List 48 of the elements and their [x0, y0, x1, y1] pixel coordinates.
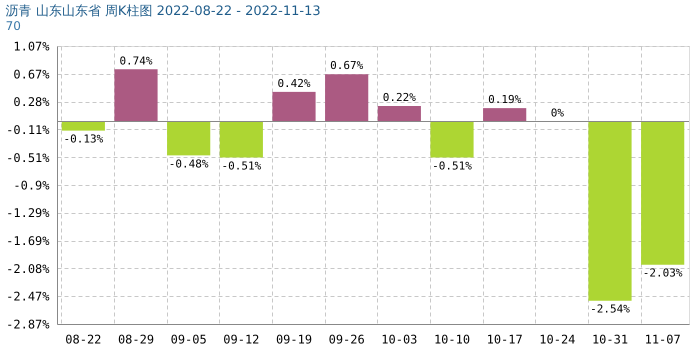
data-label: 0.67% — [330, 59, 364, 72]
x-tick-label: 10-31 — [592, 332, 628, 346]
y-tick-label: -2.08% — [6, 262, 50, 276]
x-tick-label: 09-19 — [276, 332, 312, 346]
data-label: -0.51% — [221, 159, 262, 172]
y-tick-label: -2.87% — [6, 318, 50, 332]
bar — [272, 92, 316, 122]
x-tick-label: 10-10 — [434, 332, 470, 346]
chart-subtitle: 70 — [6, 19, 21, 33]
data-label: -0.48% — [168, 157, 209, 170]
bar — [325, 74, 368, 122]
y-tick-label: -0.9% — [13, 178, 50, 192]
bar — [430, 121, 474, 158]
chart-title: 沥青 山东山东省 周K柱图 2022-08-22 - 2022-11-13 — [6, 4, 321, 19]
bar — [483, 108, 526, 122]
data-label: 0.42% — [277, 76, 311, 90]
data-label: -2.03% — [642, 266, 683, 280]
data-label: -0.13% — [63, 132, 104, 146]
bar — [641, 121, 684, 265]
y-tick-label: 1.07% — [13, 40, 50, 54]
x-tick-label: 09-05 — [170, 332, 207, 346]
x-tick-label: 11-07 — [644, 332, 681, 346]
y-tick-label: -2.47% — [6, 289, 50, 304]
bar — [167, 121, 210, 156]
x-tick-label: 09-26 — [328, 332, 365, 346]
data-label: 0.22% — [382, 90, 416, 104]
y-tick-label: -0.11% — [6, 122, 50, 137]
y-tick-label: -1.29% — [6, 206, 50, 220]
y-tick-label: -1.69% — [6, 234, 50, 248]
x-tick-label: 08-29 — [118, 332, 154, 346]
data-label: -0.51% — [432, 159, 472, 172]
y-tick-label: -0.51% — [6, 150, 50, 165]
bar — [220, 121, 263, 158]
x-tick-label: 10-24 — [539, 332, 576, 346]
y-tick-label: 0.28% — [13, 95, 50, 110]
data-label: 0% — [550, 106, 564, 120]
data-label: -2.54% — [590, 302, 630, 316]
x-tick-label: 10-03 — [381, 332, 418, 346]
bar — [588, 121, 632, 301]
x-tick-label: 10-17 — [486, 332, 523, 346]
y-tick-label: 0.67% — [13, 68, 50, 82]
data-label: 0.74% — [119, 54, 153, 68]
bar — [62, 121, 105, 131]
x-tick-label: 08-22 — [65, 332, 102, 346]
bar — [114, 69, 158, 122]
data-label: 0.19% — [488, 93, 522, 106]
x-tick-label: 09-12 — [223, 332, 260, 346]
bar — [378, 106, 421, 122]
